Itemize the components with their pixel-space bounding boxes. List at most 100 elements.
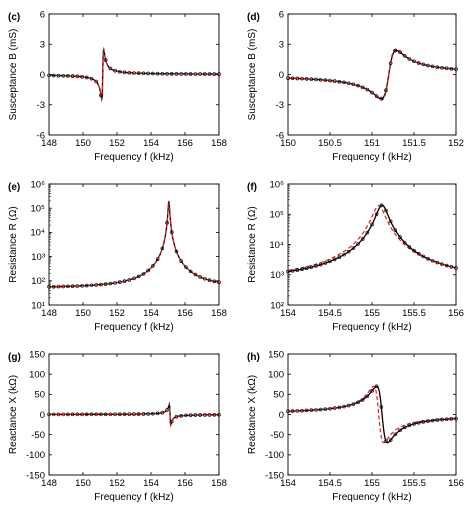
data-point [51,284,56,289]
panel-d: 150 150.5 151 151.5 152 -6 -3 0 3 6 Frequency f (k… [247,9,464,163]
data-point [122,279,127,283]
data-point [70,74,75,78]
data-point [217,412,221,417]
data-point [314,408,318,412]
data-point [430,258,435,263]
data-point [212,72,217,76]
data-point [346,81,351,86]
data-point [103,412,108,417]
data-point [179,259,184,263]
data-point [212,413,217,417]
data-point [188,72,193,76]
data-point [384,439,388,444]
data-point [379,203,384,208]
x-tick-label: 154 [280,478,296,489]
data-point [155,411,160,416]
data-point [108,412,113,417]
data-point [421,62,426,67]
data-point [430,64,435,69]
data-point [61,284,65,289]
data-point [337,79,342,84]
model-curve [49,200,219,288]
data-point [309,77,314,81]
data-point [132,71,136,75]
panel-e: 148 150 152 154 156 158 10¹ 10² 10³ 10⁴ 10⁵ 10⁶ Freq… [8,179,227,333]
data-point [407,245,412,249]
data-point [337,255,342,259]
y-tick-label: -50 [270,430,284,441]
data-point [84,75,89,80]
model-curve [288,385,456,444]
model-curve [49,46,219,103]
data-point [89,412,94,417]
x-tick-label: 154 [143,478,159,489]
data-point [402,425,407,430]
data-point [151,411,155,416]
data-point [328,259,332,264]
data-point [370,90,374,95]
data-point [290,409,295,413]
x-tick-label: 156 [177,308,193,319]
x-tick-label: 156 [448,308,464,319]
y-tick-label: 0 [40,410,45,421]
y-tick-label: 0 [279,410,284,421]
data-point [94,79,99,84]
data-point [286,76,290,80]
data-point [118,412,122,417]
data-point [136,71,141,75]
data-point [155,71,160,76]
y-tick-label: 0 [279,70,284,81]
data-point [286,269,290,274]
y-tick-label: 10⁵ [269,210,284,221]
data-point [94,283,99,287]
y-tick-label: 50 [34,390,45,401]
data-point [56,73,61,78]
x-tick-label: 158 [211,138,227,149]
panel-label: (c) [8,12,20,23]
data-point [388,438,393,442]
y-tick-label: 10³ [270,270,284,281]
data-point [318,407,323,412]
data-point [141,71,146,76]
x-tick-label: 151 [364,138,380,149]
data-point [203,413,207,417]
data-point [84,283,89,288]
panel-label: (f) [247,182,257,193]
panel-label: (g) [8,352,21,363]
data-point [217,280,221,285]
data-point [449,66,454,71]
y-axis-label: Susceptance B (mS) [8,29,19,121]
x-tick-label: 150 [75,478,91,489]
data-point [132,276,136,281]
y-tick-label: -100 [265,450,284,461]
data-point [290,76,295,81]
data-point [118,69,122,74]
model-curve [49,401,219,428]
y-tick-label: -3 [276,100,284,111]
data-point [314,264,318,268]
data-point [179,72,184,76]
panel-label: (d) [247,12,260,23]
data-point [160,410,165,415]
data-point [174,249,179,254]
data-point [393,432,398,437]
data-point [454,416,458,421]
axes-frame [287,13,457,136]
x-tick-label: 155 [364,478,380,489]
data-point [440,262,444,266]
x-axis-label: Frequency f (kHz) [332,152,411,163]
y-tick-label: -50 [31,430,45,441]
data-point [416,61,421,65]
data-point [184,265,188,269]
data-point [99,412,103,417]
data-point [141,412,146,416]
data-point [426,256,430,261]
data-point [323,261,328,265]
data-point [318,77,323,82]
data-point [184,413,188,418]
x-tick-label: 158 [211,478,227,489]
data-point [113,281,117,285]
data-point [160,246,165,251]
data-point [198,72,202,76]
data-point [444,66,449,71]
